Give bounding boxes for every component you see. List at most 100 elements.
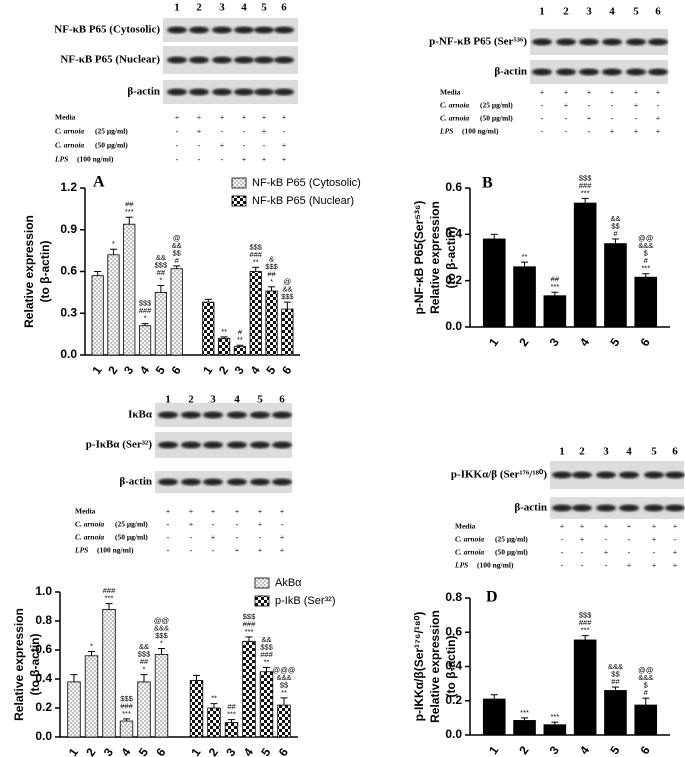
significance-label: $$$ bbox=[579, 173, 592, 182]
x-tick-label: 1 bbox=[200, 363, 215, 377]
significance-label: *** bbox=[105, 594, 114, 603]
blot-band bbox=[181, 411, 201, 419]
blot-band bbox=[158, 411, 178, 419]
x-tick-label: 1 bbox=[486, 743, 501, 757]
significance-label: *** bbox=[245, 627, 254, 636]
treatment-dose: (25 μg/ml) bbox=[95, 127, 128, 136]
blot-band bbox=[572, 504, 592, 512]
treatment-sign: + bbox=[280, 546, 285, 555]
legend-label: NF-kB P65 (Cytosolic) bbox=[252, 177, 361, 189]
treatment-dose: (100 ng/ml) bbox=[477, 561, 514, 570]
treatment-dose: (50 μg/ml) bbox=[495, 548, 528, 557]
blot-band bbox=[274, 26, 294, 34]
lane-number: 3 bbox=[210, 394, 216, 406]
significance-label: @@ bbox=[638, 234, 653, 243]
bar bbox=[107, 254, 120, 356]
treatment-dose: (25 μg/ml) bbox=[480, 101, 513, 110]
lane-number: 2 bbox=[196, 2, 202, 14]
treatment-name: LPS bbox=[439, 127, 453, 136]
bar bbox=[543, 295, 567, 328]
y-axis-label: (to β-actin) bbox=[38, 241, 52, 303]
treatment-name: C. arnoia bbox=[455, 548, 484, 557]
treatment-sign: - bbox=[263, 141, 266, 150]
significance-label: && bbox=[156, 253, 166, 262]
significance-label: * bbox=[160, 639, 163, 648]
blot-band bbox=[626, 68, 646, 76]
treatment-sign: + bbox=[262, 113, 267, 122]
lane-number: 5 bbox=[651, 446, 657, 458]
panel-label: D bbox=[486, 589, 498, 606]
blot-band bbox=[227, 478, 247, 486]
treatment-dose: (50 μg/ml) bbox=[95, 141, 128, 150]
treatment-sign: + bbox=[627, 561, 632, 570]
blot-band bbox=[227, 441, 247, 449]
x-tick-label: 5 bbox=[153, 363, 168, 377]
treatment-sign: - bbox=[561, 561, 564, 570]
blot-band bbox=[274, 56, 294, 64]
significance-label: *** bbox=[581, 188, 590, 197]
bar bbox=[281, 308, 294, 356]
blot-band bbox=[602, 68, 622, 76]
lane-number: 1 bbox=[559, 446, 565, 458]
treatment-dose: (100 ng/ml) bbox=[77, 155, 114, 164]
significance-label: # bbox=[238, 328, 243, 337]
x-tick-label: 2 bbox=[216, 363, 231, 377]
legend-swatch bbox=[254, 595, 270, 607]
x-tick-label: 3 bbox=[547, 743, 562, 757]
significance-label: *** bbox=[125, 207, 134, 216]
x-tick-label: 4 bbox=[577, 743, 592, 757]
treatment-name: LPS bbox=[54, 155, 68, 164]
lane-number: 3 bbox=[603, 446, 609, 458]
significance-label: $$ bbox=[611, 670, 620, 679]
blot-band bbox=[189, 56, 209, 64]
treatment-sign: + bbox=[604, 522, 609, 531]
treatment-sign: + bbox=[587, 114, 592, 123]
x-tick-label: 5 bbox=[258, 745, 273, 757]
treatment-sign: - bbox=[581, 548, 584, 557]
significance-label: ### bbox=[103, 586, 116, 595]
x-tick-label: 5 bbox=[607, 335, 622, 349]
treatment-sign: + bbox=[540, 88, 545, 97]
treatment-sign: - bbox=[236, 533, 239, 542]
significance-label: $$ bbox=[280, 680, 289, 689]
treatment-sign: + bbox=[652, 535, 657, 544]
bar bbox=[207, 707, 221, 738]
blot-band bbox=[181, 441, 201, 449]
significance-label: @@ bbox=[638, 666, 653, 675]
x-tick-label: 2 bbox=[105, 363, 120, 377]
lane-number: 4 bbox=[609, 6, 615, 18]
treatment-name: LPS bbox=[454, 561, 468, 570]
lane-number: 4 bbox=[626, 446, 632, 458]
significance-label: $$ bbox=[173, 248, 182, 257]
significance-label: ### bbox=[139, 306, 152, 315]
lane-number: 4 bbox=[234, 394, 240, 406]
treatment-sign: + bbox=[220, 113, 225, 122]
y-tick-label: 0.6 bbox=[445, 180, 462, 194]
treatment-sign: + bbox=[587, 88, 592, 97]
blot-band bbox=[181, 478, 201, 486]
treatment-sign: - bbox=[628, 548, 631, 557]
significance-label: ## bbox=[551, 275, 560, 284]
treatment-sign: + bbox=[673, 548, 678, 557]
blot-band bbox=[596, 471, 616, 479]
blot-row-label: NF-κB P65 (Nuclear) bbox=[60, 54, 160, 66]
bar bbox=[119, 720, 134, 738]
blot-band bbox=[227, 411, 247, 419]
y-tick-label: 1.2 bbox=[60, 180, 77, 194]
treatment-sign: + bbox=[564, 101, 569, 110]
treatment-dose: (100 ng/ml) bbox=[462, 127, 499, 136]
y-tick-label: 0.0 bbox=[445, 319, 462, 333]
treatment-sign: + bbox=[189, 507, 194, 516]
blot-band bbox=[212, 88, 232, 96]
significance-label: $$$ bbox=[155, 631, 168, 640]
significance-label: ** bbox=[264, 657, 270, 666]
significance-label: ### bbox=[120, 701, 133, 710]
y-tick-label: 1.0 bbox=[35, 584, 52, 598]
significance-label: @ bbox=[173, 233, 181, 242]
blot-band bbox=[203, 441, 223, 449]
treatment-sign: + bbox=[673, 561, 678, 570]
lane-number: 5 bbox=[633, 6, 639, 18]
significance-label: *** bbox=[520, 708, 529, 717]
treatment-sign: + bbox=[282, 141, 287, 150]
